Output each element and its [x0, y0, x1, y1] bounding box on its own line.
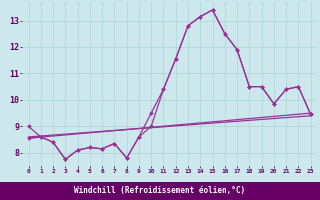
Text: Windchill (Refroidissement éolien,°C): Windchill (Refroidissement éolien,°C) — [75, 186, 245, 196]
